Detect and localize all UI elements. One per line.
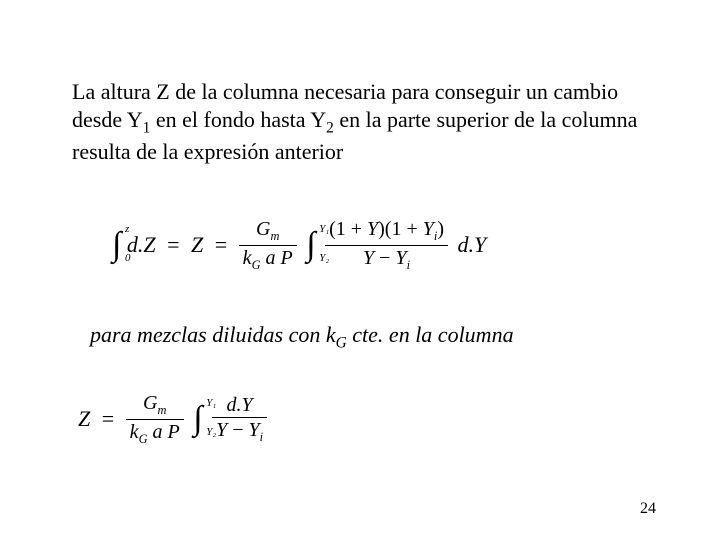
- eq1-Z: Z: [191, 234, 203, 256]
- integral-2: ∫ Y₁ Y₂: [306, 228, 315, 262]
- eq1-equals-2: =: [209, 234, 233, 256]
- slide: La altura Z de la columna necesaria para…: [0, 0, 720, 540]
- eq1-rhs-den-Yi: Y: [395, 247, 406, 269]
- note-sub: G: [336, 334, 347, 351]
- eq1-rhs-fraction: (1 + Y)(1 + Yi) Y − Yi: [325, 218, 448, 272]
- eq2-coeff-num: G: [143, 392, 157, 414]
- eq1-rhs-num-b: )(1 +: [378, 218, 423, 240]
- page-number: 24: [640, 500, 656, 518]
- eq1-coeff-num-sub: m: [270, 229, 279, 243]
- eq2-integral: ∫ Y₁ Y₂: [193, 402, 202, 436]
- body-paragraph: La altura Z de la columna necesaria para…: [72, 78, 652, 166]
- eq1-rhs-num-Y: Y: [367, 218, 378, 240]
- eq1-coeff-num: G: [256, 218, 270, 240]
- eq1-tail-dY: d.Y: [458, 234, 487, 256]
- int1-upper: z: [125, 224, 129, 235]
- eq2-coeff-fraction: Gm kG a P: [126, 392, 184, 446]
- note-suffix: cte. en la columna: [347, 322, 514, 347]
- eq2-coeff-den-k-sub: G: [139, 432, 148, 446]
- para-sub-2: 2: [326, 120, 334, 137]
- eq2-Z: Z: [78, 408, 90, 430]
- eq2-rhs-fraction: d.Y Y − Yi: [212, 394, 267, 445]
- eq2-coeff-den-k: k: [130, 421, 139, 443]
- eq1-rhs-den-Y: Y: [363, 247, 374, 269]
- equation-2: Z = Gm kG a P ∫ Y₁ Y₂ d.Y Y − Yi: [78, 392, 438, 452]
- eq1-coeff-den-k: k: [243, 247, 252, 269]
- int2-lower: Y₂: [319, 253, 329, 264]
- int1-lower: 0: [125, 253, 131, 264]
- eq1-coeff-den-rest: a P: [261, 247, 293, 269]
- para-part-2: en el fondo hasta Y: [150, 107, 326, 132]
- eq1-coeff-fraction: Gm kG a P: [239, 218, 297, 272]
- eq2-int-lower: Y₂: [206, 427, 216, 438]
- eq2-rhs-den-Yi: Y: [248, 419, 259, 441]
- eq2-rhs-den-Yi-sub: i: [260, 430, 263, 444]
- eq2-coeff-den-rest: a P: [148, 421, 180, 443]
- eq1-rhs-num-Yi: Y: [423, 218, 434, 240]
- eq2-rhs-den-minus: −: [227, 419, 248, 441]
- eq1-rhs-num-a: (1 +: [329, 218, 367, 240]
- eq1-rhs-den-minus: −: [374, 247, 395, 269]
- equation-1: ∫ z 0 d.Z = Z = Gm kG a P ∫ Y₁ Y₂ (1 + Y…: [112, 218, 572, 278]
- note-prefix: para mezclas diluidas con k: [90, 322, 336, 347]
- eq1-rhs-den-Yi-sub: i: [407, 258, 410, 272]
- eq2-equals: =: [96, 408, 120, 430]
- integral-1: ∫ z 0: [112, 228, 121, 262]
- eq1-equals-1: =: [161, 234, 185, 256]
- dilute-mixtures-note: para mezclas diluidas con kG cte. en la …: [90, 322, 514, 352]
- eq1-rhs-num-c: ): [437, 218, 444, 240]
- eq2-rhs-num: d.Y: [226, 394, 252, 416]
- int2-upper: Y₁: [319, 224, 329, 235]
- eq2-int-upper: Y₁: [206, 398, 216, 409]
- eq1-dZ: d.Z: [127, 234, 156, 256]
- eq2-rhs-den-Y: Y: [216, 419, 227, 441]
- eq2-coeff-num-sub: m: [157, 403, 166, 417]
- eq1-coeff-den-k-sub: G: [252, 258, 261, 272]
